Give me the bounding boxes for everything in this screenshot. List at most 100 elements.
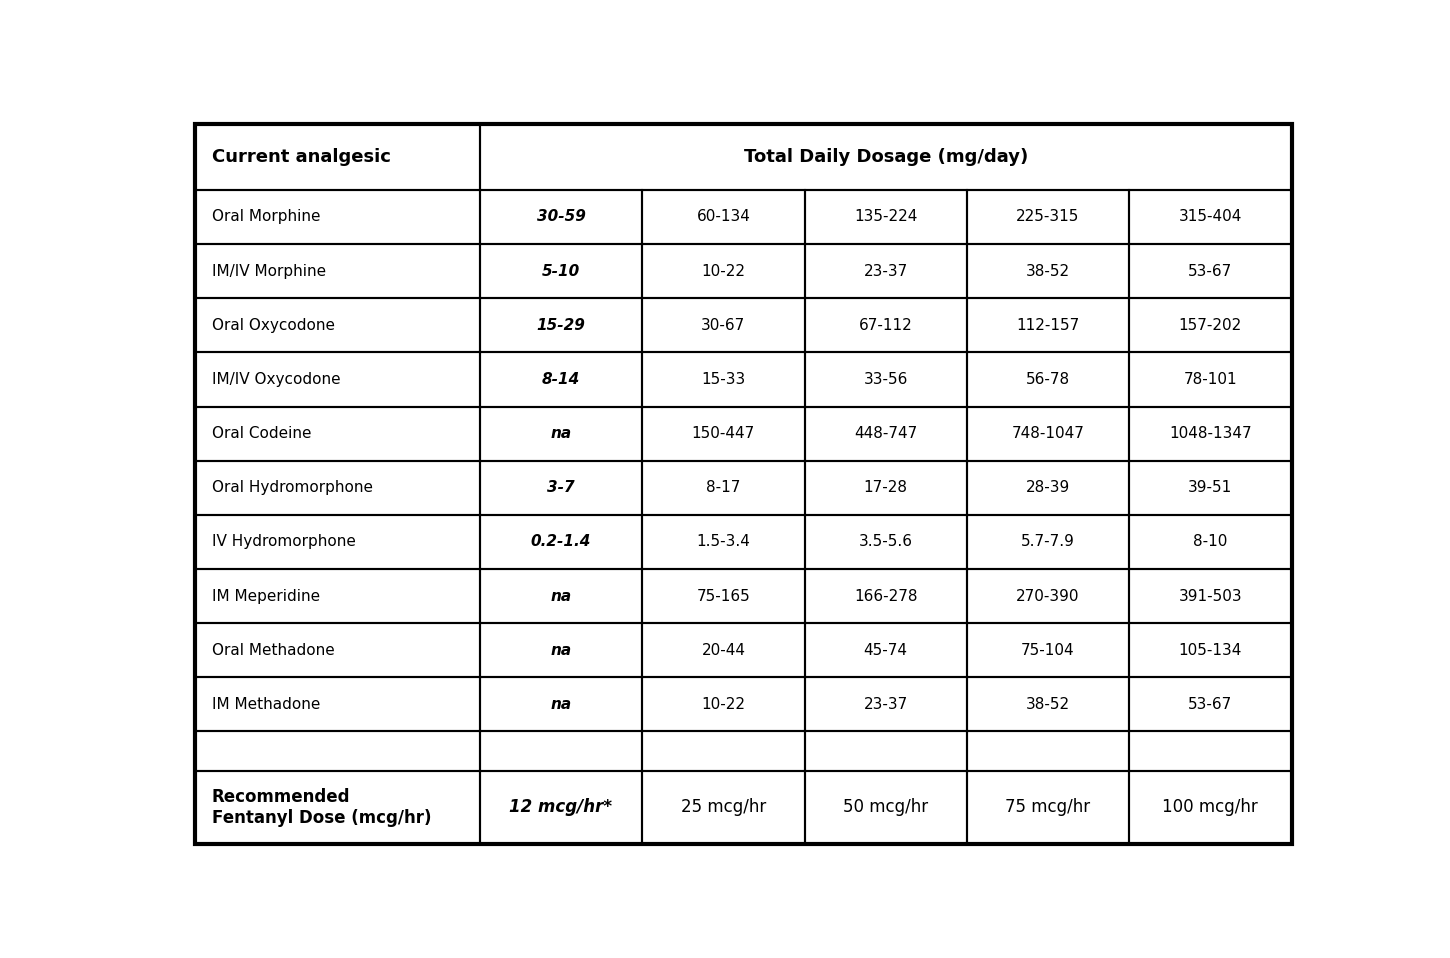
Bar: [642, 298, 805, 353]
Text: 15-33: 15-33: [702, 372, 745, 387]
Text: Oral Methadone: Oral Methadone: [212, 643, 335, 658]
Bar: [480, 406, 642, 461]
Text: IV Hydromorphone: IV Hydromorphone: [212, 535, 355, 550]
Bar: [805, 244, 967, 298]
Bar: [967, 353, 1130, 406]
Bar: [194, 771, 480, 844]
Text: 50 mcg/hr: 50 mcg/hr: [842, 798, 928, 816]
Text: 5-10: 5-10: [542, 263, 580, 279]
Text: 38-52: 38-52: [1027, 263, 1070, 279]
Bar: [967, 244, 1130, 298]
Text: 23-37: 23-37: [864, 263, 908, 279]
Text: 25 mcg/hr: 25 mcg/hr: [680, 798, 766, 816]
Bar: [967, 461, 1130, 514]
Text: 15-29: 15-29: [536, 318, 586, 332]
Text: 5.7-7.9: 5.7-7.9: [1021, 535, 1074, 550]
Bar: [642, 190, 805, 244]
Bar: [480, 514, 642, 569]
Bar: [194, 461, 480, 514]
Bar: [805, 406, 967, 461]
Bar: [480, 353, 642, 406]
Text: 0.2-1.4: 0.2-1.4: [531, 535, 592, 550]
Bar: [1130, 514, 1292, 569]
Text: 53-67: 53-67: [1188, 696, 1232, 712]
Bar: [194, 677, 480, 732]
Bar: [1130, 353, 1292, 406]
Text: 748-1047: 748-1047: [1012, 426, 1085, 441]
Bar: [805, 514, 967, 569]
Text: 1048-1347: 1048-1347: [1169, 426, 1251, 441]
Bar: [967, 514, 1130, 569]
Bar: [642, 514, 805, 569]
Bar: [480, 298, 642, 353]
Bar: [480, 569, 642, 623]
Text: 23-37: 23-37: [864, 696, 908, 712]
Text: 75 mcg/hr: 75 mcg/hr: [1005, 798, 1090, 816]
Text: 448-747: 448-747: [854, 426, 918, 441]
Text: 17-28: 17-28: [864, 480, 908, 495]
Bar: [805, 677, 967, 732]
Text: 315-404: 315-404: [1179, 210, 1243, 224]
Bar: [1130, 732, 1292, 771]
Bar: [967, 406, 1130, 461]
Text: 45-74: 45-74: [864, 643, 908, 658]
Text: 30-59: 30-59: [536, 210, 586, 224]
Bar: [967, 771, 1130, 844]
Text: IM Meperidine: IM Meperidine: [212, 588, 319, 604]
Bar: [967, 569, 1130, 623]
Bar: [480, 771, 642, 844]
Bar: [805, 461, 967, 514]
Text: 3-7: 3-7: [547, 480, 574, 495]
Bar: [805, 353, 967, 406]
Text: na: na: [551, 643, 571, 658]
Bar: [642, 677, 805, 732]
Bar: [480, 244, 642, 298]
Text: 67-112: 67-112: [858, 318, 912, 332]
Bar: [194, 124, 480, 190]
Bar: [1130, 623, 1292, 677]
Bar: [480, 461, 642, 514]
Bar: [642, 623, 805, 677]
Bar: [480, 732, 642, 771]
Bar: [194, 244, 480, 298]
Text: 53-67: 53-67: [1188, 263, 1232, 279]
Bar: [194, 406, 480, 461]
Text: Oral Codeine: Oral Codeine: [212, 426, 312, 441]
Bar: [1130, 190, 1292, 244]
Text: IM/IV Morphine: IM/IV Morphine: [212, 263, 326, 279]
Bar: [194, 569, 480, 623]
Bar: [642, 406, 805, 461]
Text: 20-44: 20-44: [702, 643, 745, 658]
Bar: [642, 569, 805, 623]
Bar: [642, 732, 805, 771]
Bar: [642, 461, 805, 514]
Text: 75-104: 75-104: [1021, 643, 1074, 658]
Bar: [480, 677, 642, 732]
Bar: [967, 623, 1130, 677]
Bar: [194, 353, 480, 406]
Bar: [1130, 677, 1292, 732]
Text: 105-134: 105-134: [1179, 643, 1243, 658]
Bar: [194, 732, 480, 771]
Bar: [480, 623, 642, 677]
Bar: [1130, 298, 1292, 353]
Bar: [967, 298, 1130, 353]
Text: 391-503: 391-503: [1179, 588, 1243, 604]
Bar: [1130, 244, 1292, 298]
Text: na: na: [551, 588, 571, 604]
Bar: [480, 124, 1292, 190]
Bar: [967, 732, 1130, 771]
Text: 38-52: 38-52: [1027, 696, 1070, 712]
Text: 157-202: 157-202: [1179, 318, 1243, 332]
Text: 166-278: 166-278: [854, 588, 918, 604]
Text: Current analgesic: Current analgesic: [212, 148, 390, 166]
Text: 39-51: 39-51: [1188, 480, 1232, 495]
Bar: [1130, 771, 1292, 844]
Text: 100 mcg/hr: 100 mcg/hr: [1163, 798, 1259, 816]
Bar: [194, 514, 480, 569]
Bar: [480, 190, 642, 244]
Text: 30-67: 30-67: [702, 318, 745, 332]
Text: 3.5-5.6: 3.5-5.6: [858, 535, 912, 550]
Text: 12 mcg/hr*: 12 mcg/hr*: [509, 798, 612, 816]
Text: 56-78: 56-78: [1027, 372, 1070, 387]
